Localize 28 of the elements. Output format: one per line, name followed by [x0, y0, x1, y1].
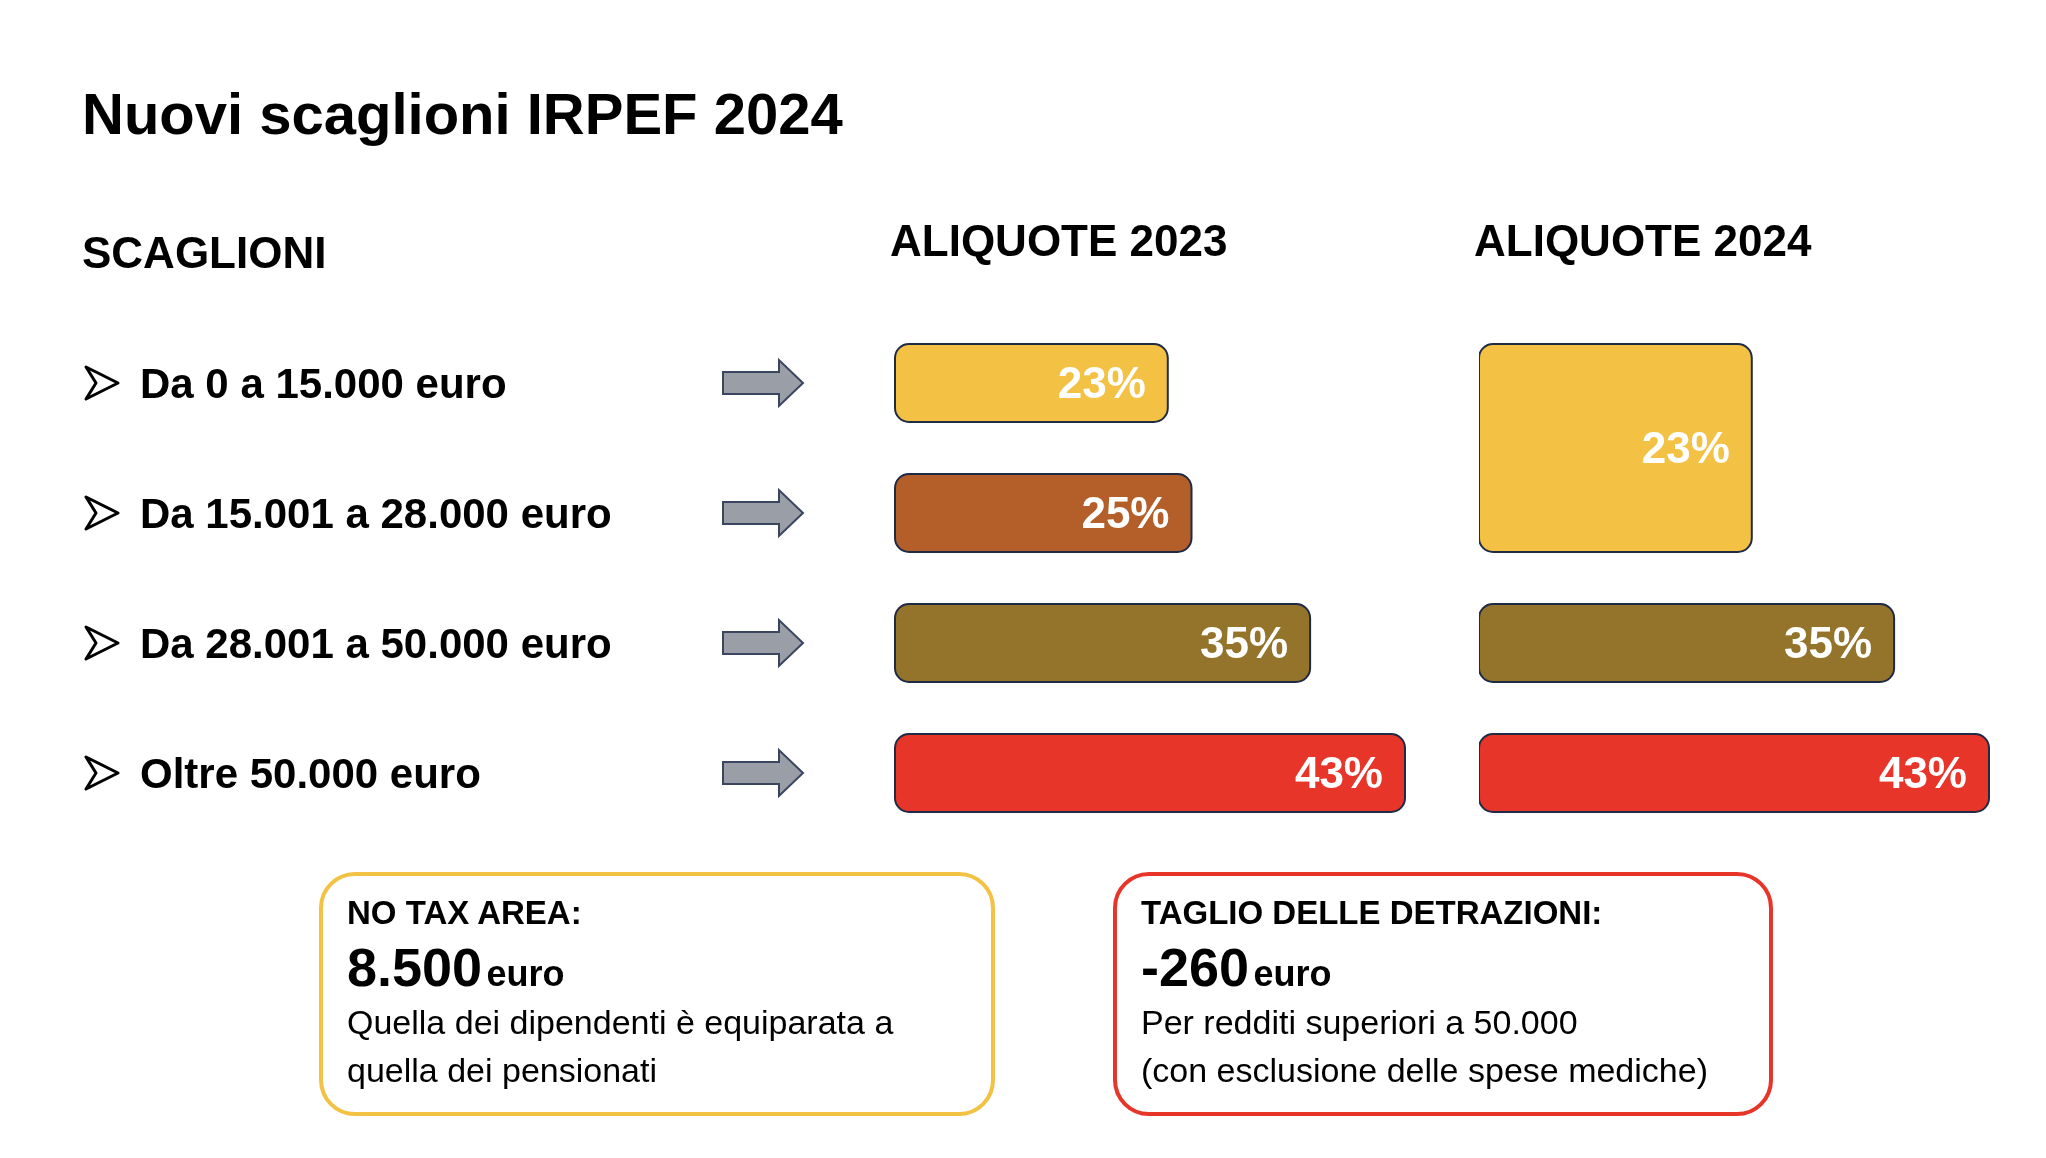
bar — [894, 733, 1406, 813]
bar — [894, 603, 1312, 683]
text: TAGLIO DELLE DETRAZIONI: — [1141, 894, 1604, 932]
text: NO TAX AREA: — [347, 894, 583, 932]
text: 8.500 — [347, 937, 483, 997]
data-label: 43% — [1878, 748, 1967, 797]
data-label: 43% — [1294, 748, 1383, 797]
text: Quella dei dipendenti è equiparata a quella dei pensionati — [347, 1002, 895, 1091]
bar — [894, 343, 1169, 423]
y-axis-title: SCAGLIONI — [82, 228, 327, 278]
bar — [894, 473, 1193, 553]
y-tick-label: Da 28.001 a 50.000 euro — [140, 620, 612, 667]
chart-title: Nuovi scaglioni IRPEF 2024 — [82, 80, 843, 147]
text: euro — [1253, 953, 1332, 994]
y-tick-label: Oltre 50.000 euro — [140, 750, 481, 797]
text: euro — [486, 953, 565, 994]
text: (con esclusione delle spese mediche) — [1141, 1050, 1709, 1091]
y-tick-label: Da 15.001 a 28.000 euro — [140, 490, 612, 537]
text: Per redditi superiori a 50.000 — [1141, 1002, 1579, 1043]
text: -260 — [1141, 937, 1250, 997]
data-label: 23% — [1641, 423, 1730, 472]
y-tick-label: Da 0 a 15.000 euro — [140, 360, 507, 407]
data-label: 25% — [1081, 488, 1170, 537]
chart-title: ALIQUOTE 2024 — [1474, 216, 1812, 266]
data-label: 23% — [1057, 358, 1146, 407]
data-label: 35% — [1200, 618, 1289, 667]
chart-subtitle: ALIQUOTE 2023 — [890, 216, 1228, 266]
data-label: 35% — [1784, 618, 1873, 667]
